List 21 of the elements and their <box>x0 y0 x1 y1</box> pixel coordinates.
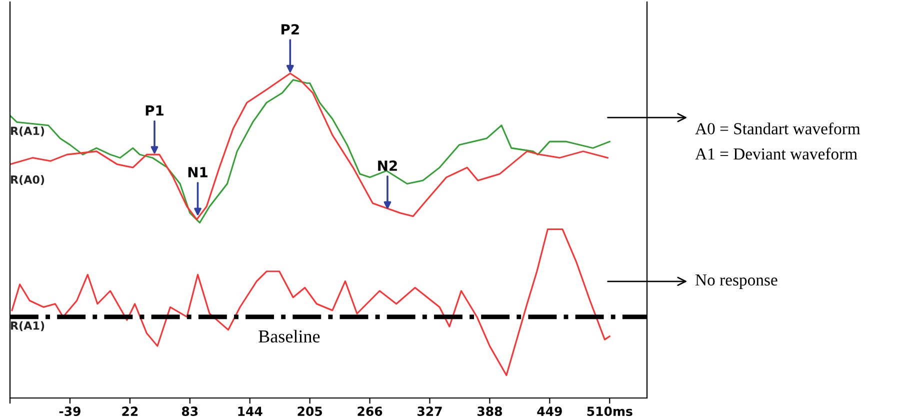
ref-line-label: Baseline <box>258 330 320 343</box>
annotation: N2 <box>378 160 397 171</box>
x-tick-label: -39 <box>59 406 80 416</box>
annotation: N1 <box>188 167 208 178</box>
text: No response <box>695 274 778 289</box>
annotation: P2 <box>282 24 299 34</box>
series-label: R(A0) <box>11 175 44 186</box>
x-tick-label: 388 <box>478 406 502 416</box>
x-tick-label: 327 <box>418 406 442 416</box>
x-tick-label: 205 <box>298 406 322 416</box>
x-tick-label: 510ms <box>587 406 632 416</box>
series-label: R(A1) <box>11 126 44 136</box>
x-tick-label: 83 <box>182 406 198 416</box>
text: A0 = Standart waveform <box>695 122 860 134</box>
x-tick-label: 144 <box>238 406 262 416</box>
x-tick-label: 266 <box>358 406 382 416</box>
text: A1 = Deviant waveform <box>695 148 858 160</box>
x-tick-label: 22 <box>122 406 138 416</box>
annotation: P1 <box>146 105 164 116</box>
x-tick-label: 449 <box>537 406 562 416</box>
series-label: R(A1) <box>11 321 44 332</box>
